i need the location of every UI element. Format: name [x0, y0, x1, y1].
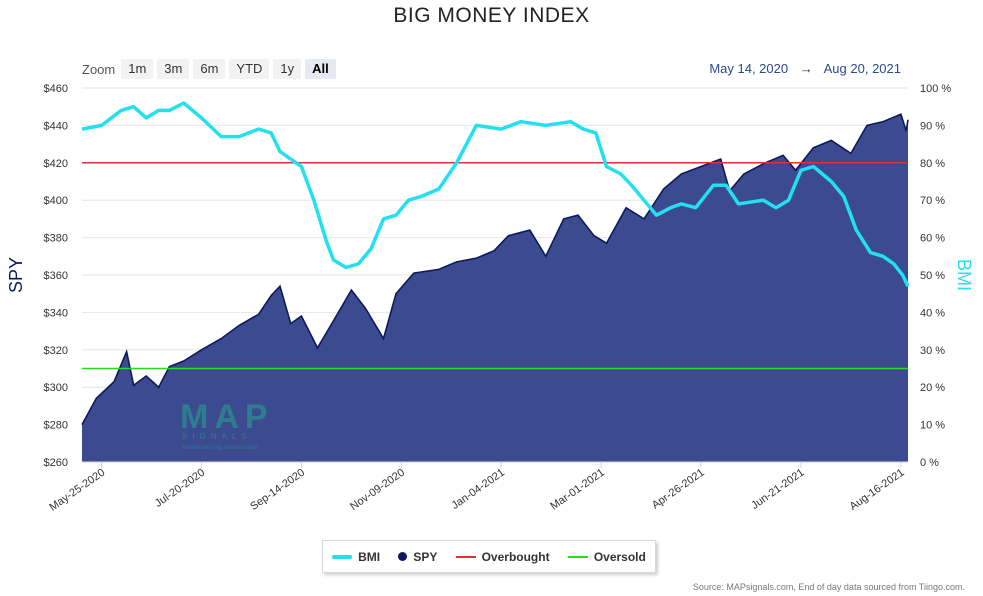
right-tick-label: 50 %: [920, 270, 945, 282]
left-tick-label: $260: [44, 457, 68, 469]
left-tick-label: $420: [44, 158, 68, 170]
legend-item-bmi[interactable]: BMI: [332, 550, 380, 564]
right-tick-label: 100 %: [920, 83, 951, 95]
zoom-label: Zoom: [82, 61, 116, 77]
zoom-3m-button[interactable]: 3m: [157, 59, 190, 79]
legend-overbought-label: Overbought: [481, 549, 550, 564]
x-tick-label: Apr-26-2021: [650, 467, 707, 512]
right-tick-label: 40 %: [920, 307, 945, 319]
date-range-arrow: →: [799, 61, 813, 76]
zoom-6m-button[interactable]: 6m: [193, 59, 226, 79]
left-tick-label: $320: [44, 345, 68, 357]
logo-tagline: Tomorrow's top stocks today: [182, 445, 258, 451]
legend-spy-swatch: [398, 552, 408, 561]
right-tick-label: 0 %: [920, 457, 939, 469]
legend-item-oversold[interactable]: Oversold: [567, 549, 646, 564]
left-tick-label: $440: [44, 120, 68, 132]
left-tick-label: $400: [44, 195, 68, 207]
bmi-line: [81, 101, 910, 287]
left-tick-label: $300: [44, 382, 68, 394]
x-tick-label: Aug-16-2021: [848, 467, 907, 513]
legend-oversold-swatch: [567, 555, 588, 558]
right-tick-label: 70 %: [920, 195, 945, 207]
source-note: Source: MAPsignals.com, End of day data …: [692, 582, 965, 592]
x-tick-label: Sep-14-2020: [248, 467, 307, 513]
right-axis-title: BMI: [954, 259, 974, 291]
left-tick-label: $460: [44, 83, 68, 95]
legend-bmi-swatch: [332, 554, 353, 559]
date-to-input[interactable]: Aug 20, 2021: [823, 61, 901, 76]
map-signals-logo: MAP SIGNALS Tomorrow's top stocks today: [180, 398, 330, 458]
zoom-all-button[interactable]: All: [305, 59, 336, 79]
x-tick-label: May-25-2020: [47, 467, 107, 514]
left-tick-label: $280: [44, 420, 68, 432]
x-tick-label: Nov-09-2020: [348, 467, 407, 513]
zoom-bar: Zoom 1m 3m 6m YTD 1y All: [82, 58, 340, 80]
x-tick-label: Mar-01-2021: [548, 467, 606, 513]
logo-text: MAP: [180, 398, 274, 436]
zoom-1y-button[interactable]: 1y: [273, 59, 302, 79]
left-tick-label: $380: [44, 233, 68, 245]
right-tick-label: 10 %: [920, 420, 945, 432]
date-from-input[interactable]: May 14, 2020: [709, 61, 789, 76]
right-tick-label: 90 %: [920, 120, 945, 132]
chart-legend: BMI SPY Overbought Oversold: [322, 540, 656, 573]
right-tick-label: 20 %: [920, 382, 945, 394]
spy-line: [81, 113, 909, 425]
legend-item-spy[interactable]: SPY: [398, 550, 437, 564]
date-range: May 14, 2020 → Aug 20, 2021: [709, 61, 901, 76]
right-tick-label: 60 %: [920, 233, 945, 245]
legend-item-overbought[interactable]: Overbought: [455, 549, 550, 564]
left-tick-label: $360: [44, 270, 68, 282]
x-tick-label: Jan-04-2021: [449, 467, 506, 512]
chart-title: BIG MONEY INDEX: [393, 4, 590, 27]
right-tick-label: 80 %: [920, 158, 945, 170]
legend-bmi-label: BMI: [358, 549, 381, 564]
zoom-ytd-button[interactable]: YTD: [229, 59, 270, 79]
right-tick-label: 30 %: [920, 345, 945, 357]
x-tick-label: Jul-20-2020: [153, 467, 207, 510]
x-tick-label: Jun-21-2021: [749, 467, 806, 512]
legend-overbought-swatch: [455, 555, 476, 558]
legend-spy-label: SPY: [413, 549, 438, 564]
legend-oversold-label: Oversold: [593, 549, 646, 564]
left-tick-label: $340: [44, 307, 68, 319]
logo-subtext: SIGNALS: [182, 432, 252, 441]
left-axis-title: SPY: [6, 257, 26, 293]
zoom-1m-button[interactable]: 1m: [121, 59, 154, 79]
